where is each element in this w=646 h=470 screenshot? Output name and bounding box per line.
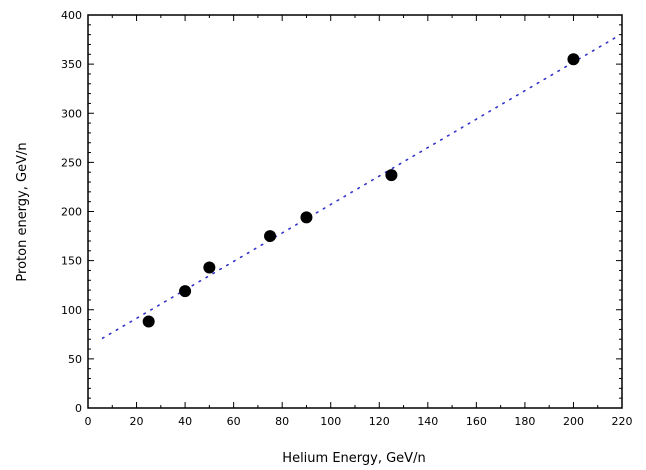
data-point — [142, 315, 155, 328]
y-tick-label: 50 — [68, 353, 82, 366]
data-point — [203, 261, 216, 274]
x-tick-label: 200 — [563, 415, 584, 428]
x-tick-label: 180 — [514, 415, 535, 428]
y-tick-label: 100 — [61, 304, 82, 317]
y-axis-title: Proton energy, GeV/n — [15, 142, 30, 281]
plot-frame — [87, 14, 623, 409]
y-tick-label: 400 — [61, 9, 82, 22]
y-tick-label: 0 — [75, 402, 82, 415]
x-tick-label: 60 — [227, 415, 241, 428]
data-point — [567, 53, 580, 66]
data-point — [264, 230, 277, 243]
x-tick-label: 120 — [369, 415, 390, 428]
fit-line — [101, 35, 618, 340]
x-tick-label: 20 — [130, 415, 144, 428]
x-tick-label: 0 — [85, 415, 92, 428]
x-tick-label: 220 — [612, 415, 633, 428]
data-point — [179, 285, 192, 298]
y-tick-label: 200 — [61, 206, 82, 219]
y-tick-label: 350 — [61, 58, 82, 71]
y-tick-label: 300 — [61, 107, 82, 120]
x-tick-label: 80 — [275, 415, 289, 428]
data-point — [300, 211, 313, 224]
x-tick-label: 100 — [320, 415, 341, 428]
y-tick-label: 250 — [61, 156, 82, 169]
x-tick-label: 40 — [178, 415, 192, 428]
x-axis-title: Helium Energy, GeV/n — [282, 451, 425, 466]
x-tick-label: 160 — [466, 415, 487, 428]
plot-area: 0 20 40 60 80 100 120 140 160 180 200 220 0 50 100 150 2… — [61, 9, 633, 428]
data-point — [385, 169, 398, 182]
x-tick-label: 140 — [417, 415, 438, 428]
y-tick-label: 150 — [61, 255, 82, 268]
